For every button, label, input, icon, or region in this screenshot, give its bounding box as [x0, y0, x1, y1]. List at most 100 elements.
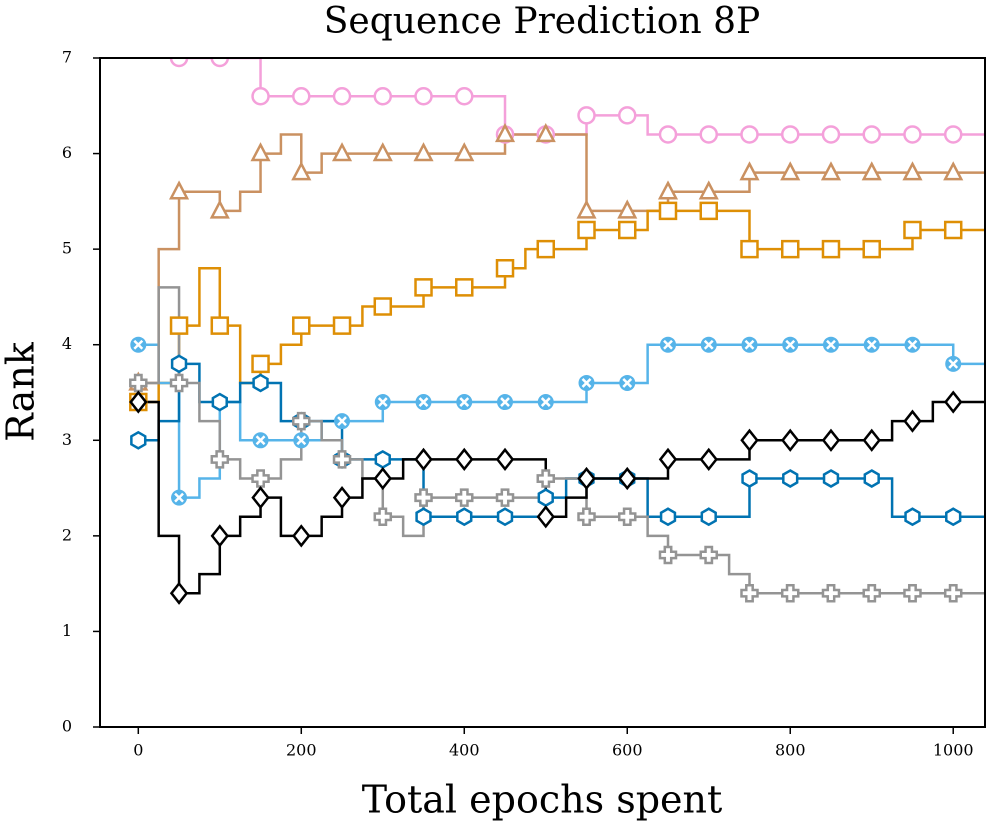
marker — [250, 142, 271, 162]
marker — [821, 239, 841, 259]
marker — [903, 583, 922, 603]
marker — [740, 428, 759, 452]
marker — [902, 161, 923, 181]
y-tick-label: 2 — [62, 525, 72, 544]
marker — [251, 469, 270, 488]
marker-cross — [663, 339, 673, 350]
marker — [332, 450, 352, 469]
marker — [455, 447, 474, 472]
marker — [862, 239, 881, 259]
marker — [537, 394, 554, 411]
plot-area — [128, 12, 985, 605]
marker — [739, 161, 760, 181]
marker — [251, 486, 270, 510]
marker — [618, 466, 637, 491]
marker — [251, 354, 270, 374]
marker — [334, 413, 351, 430]
marker — [414, 86, 433, 106]
series-line — [138, 362, 985, 518]
marker — [373, 86, 393, 106]
marker-cross — [459, 397, 470, 407]
marker — [863, 469, 880, 488]
marker — [658, 545, 678, 565]
marker — [903, 220, 922, 240]
marker — [414, 447, 433, 472]
marker — [699, 201, 718, 221]
marker — [292, 316, 311, 335]
marker — [494, 122, 516, 143]
marker — [821, 428, 841, 452]
marker — [415, 394, 432, 411]
marker-cross — [500, 397, 510, 407]
marker — [904, 336, 921, 353]
marker-cross — [785, 339, 796, 350]
marker-cross — [703, 339, 714, 350]
marker — [943, 161, 964, 181]
marker — [862, 583, 881, 603]
marker — [210, 58, 230, 68]
marker — [292, 86, 311, 106]
marker — [252, 373, 269, 393]
marker — [169, 373, 189, 393]
marker — [577, 220, 596, 240]
marker — [700, 507, 717, 527]
marker — [373, 297, 393, 316]
marker-cross — [866, 339, 877, 350]
marker — [456, 507, 473, 527]
marker-cross — [826, 339, 836, 350]
marker — [170, 354, 188, 374]
marker — [862, 428, 881, 452]
marker — [331, 142, 353, 162]
marker — [822, 469, 840, 488]
marker — [821, 125, 841, 144]
marker — [903, 409, 922, 433]
marker — [741, 336, 758, 353]
y-tick-label: 0 — [62, 717, 72, 736]
marker — [863, 336, 880, 353]
marker — [699, 447, 718, 472]
marker — [210, 316, 230, 335]
marker-cross — [337, 416, 347, 427]
marker — [619, 374, 636, 391]
marker — [862, 125, 881, 144]
x-tick-label: 200 — [286, 741, 317, 760]
marker — [129, 373, 148, 393]
marker — [699, 545, 718, 565]
y-tick-label: 5 — [62, 239, 72, 258]
marker — [944, 390, 963, 414]
marker — [169, 581, 189, 605]
marker — [659, 336, 676, 353]
marker — [210, 450, 230, 469]
marker — [291, 161, 312, 181]
marker-cross — [133, 339, 144, 350]
series-line — [138, 400, 985, 595]
marker — [903, 125, 922, 144]
marker — [536, 469, 556, 488]
marker — [332, 316, 352, 335]
marker — [780, 125, 800, 144]
marker — [497, 394, 514, 411]
marker-cross — [744, 339, 755, 350]
marker — [943, 125, 963, 144]
marker — [169, 58, 189, 68]
marker — [618, 220, 637, 240]
marker — [454, 142, 475, 162]
marker — [618, 106, 637, 125]
marker — [943, 220, 963, 240]
marker — [130, 12, 146, 28]
y-tick-label: 3 — [62, 430, 72, 449]
series-line — [138, 209, 985, 404]
marker-cross — [622, 378, 633, 388]
marker — [169, 316, 189, 335]
marker — [699, 125, 718, 144]
marker — [414, 278, 433, 297]
marker — [292, 524, 311, 548]
marker — [374, 449, 391, 469]
marker — [536, 505, 555, 529]
marker-cross — [296, 435, 307, 446]
x-tick-label: 0 — [133, 741, 143, 760]
marker — [455, 488, 474, 507]
marker — [861, 161, 882, 181]
marker — [740, 583, 759, 603]
marker — [252, 432, 269, 449]
